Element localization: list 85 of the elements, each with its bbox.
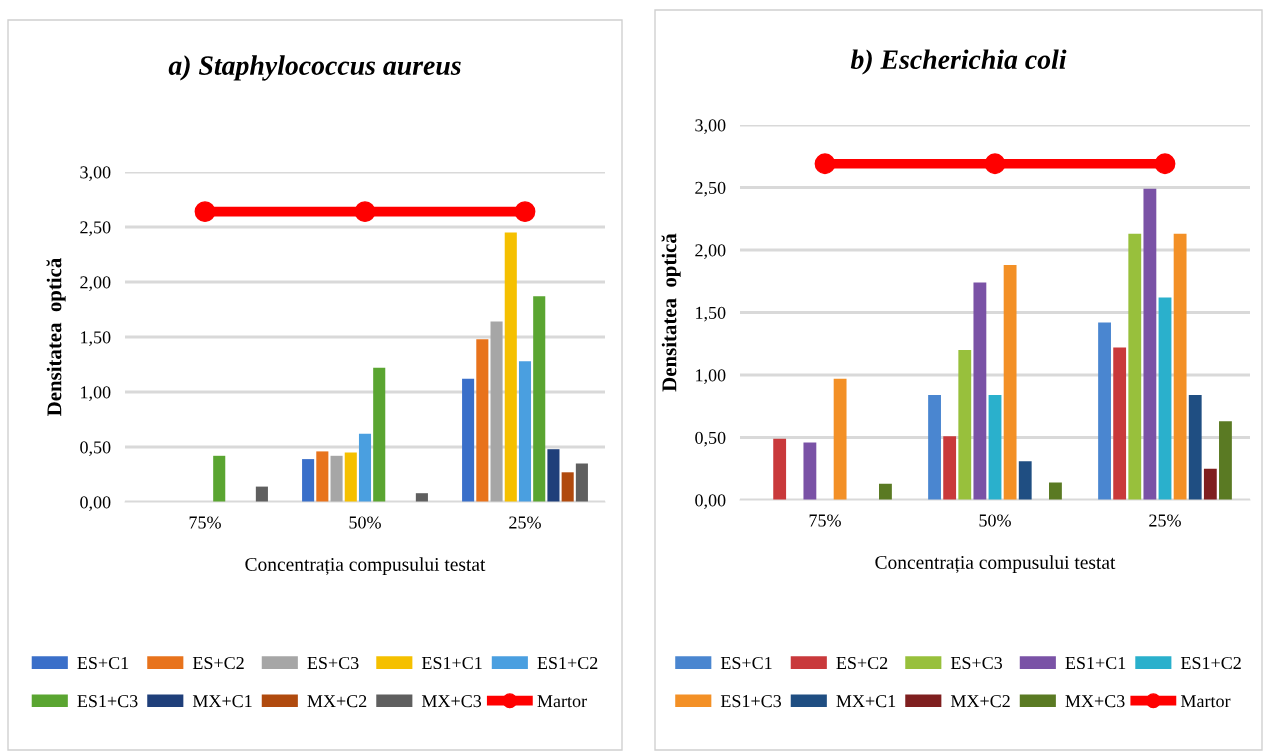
bar	[973, 282, 987, 500]
bar	[1018, 461, 1032, 500]
bar	[1173, 233, 1187, 500]
bar	[575, 463, 588, 502]
bar	[316, 451, 329, 502]
bar	[879, 483, 892, 500]
bar	[533, 296, 546, 502]
legend-label: ES+C2	[836, 656, 888, 670]
legend-label: ES1+C3	[77, 695, 138, 708]
y-tick-label: 1,50	[81, 331, 111, 347]
chart-title: b) Escherichia coli	[850, 49, 1067, 75]
y-axis-title: Densitatea optică	[46, 258, 66, 416]
bar	[213, 455, 226, 502]
legend-label: ES1+C1	[1065, 656, 1126, 670]
bar	[330, 455, 343, 502]
x-tick-label: 75%	[189, 516, 221, 529]
legend-label: ES+C3	[950, 656, 1003, 670]
x-tick-label: 50%	[979, 514, 1011, 527]
bar	[1158, 297, 1172, 500]
x-axis-title: Concentrația compusului testat	[245, 557, 486, 575]
legend-label: MX+C3	[1065, 695, 1125, 708]
y-tick-label: 2,50	[695, 181, 726, 197]
bar	[1098, 322, 1111, 500]
bar	[373, 367, 386, 502]
legend-label: ES1+C2	[1180, 656, 1241, 670]
bar	[1203, 468, 1217, 500]
bar	[1188, 395, 1202, 500]
legend-label: MX+C1	[836, 695, 896, 708]
y-tick-label: 2,00	[80, 276, 111, 292]
bar	[518, 361, 532, 502]
y-tick-label: 1,00	[696, 369, 726, 385]
legend-label: Martor	[537, 695, 587, 708]
bar	[1113, 347, 1127, 500]
y-tick-label: 0,00	[80, 496, 111, 512]
bar	[773, 438, 787, 500]
bar	[1049, 482, 1062, 500]
bar	[988, 395, 1002, 500]
x-tick-label: 25%	[1149, 514, 1181, 527]
x-axis-title: Concentrația compusului testat	[875, 555, 1116, 573]
bar	[803, 442, 817, 500]
bar	[547, 449, 560, 502]
legend-label: ES+C1	[77, 656, 129, 670]
bar	[358, 433, 372, 502]
y-tick-label: 0,50	[695, 431, 726, 447]
bar	[504, 232, 517, 502]
legend-label: MX+C2	[950, 695, 1010, 708]
bar	[1143, 188, 1157, 500]
bar	[958, 350, 972, 500]
y-tick-label: 2,50	[80, 221, 111, 237]
bar	[476, 339, 489, 502]
bar	[943, 436, 957, 500]
x-tick-label: 75%	[809, 514, 841, 527]
bar	[255, 486, 268, 502]
y-axis-title: Densitatea optică	[661, 233, 681, 392]
legend-label: MX+C3	[421, 695, 482, 708]
bar	[561, 472, 574, 502]
legend-label: MX+C2	[307, 695, 367, 708]
legend-label: ES+C3	[307, 656, 359, 670]
bar	[344, 452, 357, 502]
bar	[928, 395, 941, 500]
legend-label: ES1+C1	[421, 656, 482, 670]
legend-label: ES1+C3	[720, 695, 782, 708]
y-tick-label: 3,00	[80, 166, 111, 182]
y-tick-label: 1,50	[696, 306, 726, 322]
legend-label: ES+C1	[720, 656, 772, 670]
bar	[302, 459, 315, 502]
legend-label: ES+C2	[192, 656, 244, 670]
y-tick-label: 3,00	[695, 119, 726, 135]
legend-label: Martor	[1180, 695, 1231, 708]
legend-label: ES1+C2	[537, 656, 598, 670]
bar	[415, 493, 428, 502]
bar	[490, 321, 503, 502]
chart-title: a) Staphylococcus aureus	[168, 55, 461, 81]
x-tick-label: 25%	[509, 516, 541, 529]
x-tick-label: 50%	[349, 516, 381, 529]
bar	[462, 378, 475, 502]
legend-label: MX+C1	[192, 695, 252, 708]
bar	[1003, 265, 1017, 500]
y-tick-label: 0,50	[80, 441, 111, 457]
bar	[833, 378, 847, 500]
bar	[1128, 233, 1142, 500]
bar	[1219, 421, 1232, 500]
y-tick-label: 1,00	[81, 386, 111, 402]
y-tick-label: 0,00	[695, 494, 726, 510]
y-tick-label: 2,00	[695, 244, 726, 260]
